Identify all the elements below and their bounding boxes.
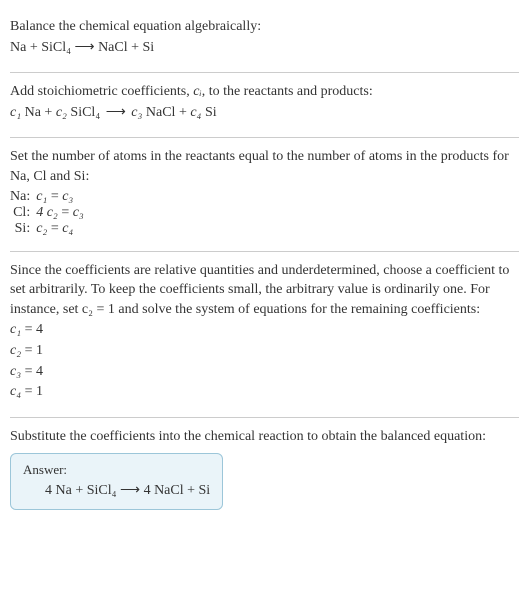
- row-label: Na:: [10, 189, 36, 205]
- coeff-line: c₁ = 4: [10, 320, 519, 340]
- answer-label: Answer:: [23, 462, 210, 478]
- coeff-line: c₃ = 4: [10, 362, 519, 382]
- c1: c₁: [10, 105, 21, 120]
- ci-symbol: cᵢ: [193, 84, 201, 99]
- section-answer: Substitute the coefficients into the che…: [10, 418, 519, 517]
- substitute-text: Substitute the coefficients into the che…: [10, 427, 519, 447]
- answer-box: Answer: 4 Na + SiCl₄ ⟶ 4 NaCl + Si: [10, 453, 223, 510]
- coeff-line: c₄ = 1: [10, 382, 519, 402]
- coeff-equation: c₁ Na + c₂ SiCl₄ ⟶ c₃ NaCl + c₄ Si: [10, 103, 519, 123]
- add-coeffs-post: , to the reactants and products:: [202, 84, 373, 99]
- intro-equation: Na + SiCl₄ ⟶ NaCl + Si: [10, 38, 519, 58]
- coeff-line: c₂ = 1: [10, 341, 519, 361]
- row-label: Si:: [10, 221, 36, 237]
- atom-balance-table: Na: c₁ = c₃ Cl: 4 c₂ = c₃ Si: c₂ = c₄: [10, 189, 90, 237]
- solve-text: Since the coefficients are relative quan…: [10, 261, 519, 320]
- answer-equation: 4 Na + SiCl₄ ⟶ 4 NaCl + Si: [23, 482, 210, 499]
- c4: c₄: [190, 105, 201, 120]
- table-row: Na: c₁ = c₃: [10, 189, 90, 205]
- row-eq: 4 c₂ = c₃: [36, 205, 90, 221]
- section-add-coeffs: Add stoichiometric coefficients, cᵢ, to …: [10, 73, 519, 138]
- table-row: Cl: 4 c₂ = c₃: [10, 205, 90, 221]
- c3: c₃: [131, 105, 142, 120]
- nacl-term: NaCl +: [142, 105, 190, 120]
- add-coeffs-text: Add stoichiometric coefficients, cᵢ, to …: [10, 82, 519, 102]
- intro-line-1: Balance the chemical equation algebraica…: [10, 17, 519, 37]
- arrow: ⟶: [104, 105, 132, 120]
- section-atom-balance: Set the number of atoms in the reactants…: [10, 138, 519, 251]
- na-term: Na +: [21, 105, 56, 120]
- sicl4-term: SiCl₄: [67, 105, 104, 120]
- coeff-results: c₁ = 4 c₂ = 1 c₃ = 4 c₄ = 1: [10, 320, 519, 401]
- row-eq: c₁ = c₃: [36, 189, 90, 205]
- row-eq: c₂ = c₄: [36, 221, 90, 237]
- row-label: Cl:: [10, 205, 36, 221]
- table-row: Si: c₂ = c₄: [10, 221, 90, 237]
- atom-balance-text: Set the number of atoms in the reactants…: [10, 147, 519, 186]
- si-term: Si: [201, 105, 216, 120]
- section-solve: Since the coefficients are relative quan…: [10, 252, 519, 418]
- add-coeffs-pre: Add stoichiometric coefficients,: [10, 84, 193, 99]
- section-intro: Balance the chemical equation algebraica…: [10, 8, 519, 73]
- c2: c₂: [56, 105, 67, 120]
